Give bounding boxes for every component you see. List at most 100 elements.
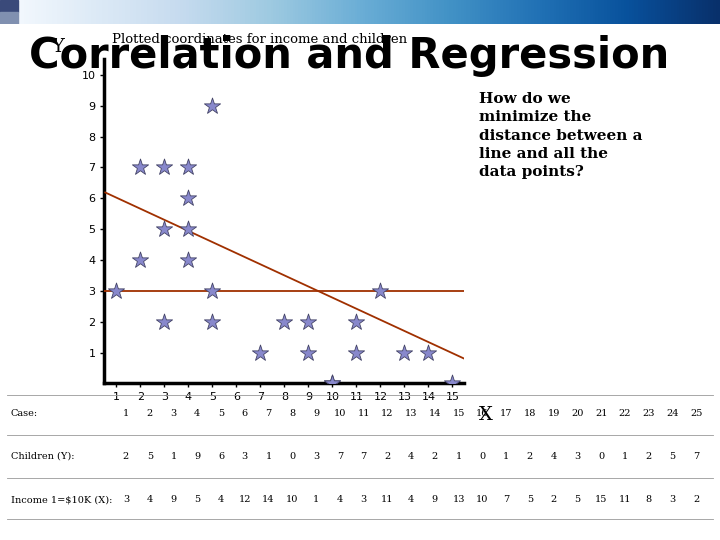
Text: 2: 2 (123, 452, 129, 461)
Text: 3: 3 (171, 409, 176, 417)
Text: 7: 7 (503, 495, 509, 504)
Point (302, 348, 314, 357)
Text: 4: 4 (218, 495, 224, 504)
Text: 11: 11 (357, 409, 370, 417)
Text: 2: 2 (432, 452, 438, 461)
Point (423, 348, 434, 357)
Text: 22: 22 (618, 409, 631, 417)
Text: 0: 0 (289, 452, 295, 461)
Text: Case:: Case: (11, 409, 38, 417)
Text: 2: 2 (384, 452, 390, 461)
Bar (0, 0, 18, 12)
Text: 2: 2 (527, 452, 533, 461)
Point (327, 379, 338, 388)
Text: 4: 4 (408, 495, 414, 504)
Text: 7: 7 (693, 452, 699, 461)
Point (183, 163, 194, 172)
Text: 4: 4 (337, 495, 343, 504)
Text: 2: 2 (693, 495, 699, 504)
Text: 3: 3 (313, 452, 319, 461)
Bar (0, 12, 18, 24)
Text: 15: 15 (452, 409, 465, 417)
Point (207, 287, 218, 295)
Text: 3: 3 (242, 452, 248, 461)
Text: 6: 6 (242, 409, 248, 417)
Point (255, 348, 266, 357)
Point (158, 318, 170, 326)
Text: 9: 9 (194, 452, 200, 461)
Text: Income 1=$10K (X):: Income 1=$10K (X): (11, 495, 112, 504)
Text: 8: 8 (289, 409, 295, 417)
Text: 9: 9 (171, 495, 176, 504)
Text: 9: 9 (313, 409, 319, 417)
Text: 6: 6 (218, 452, 224, 461)
Text: Plotted coordinates for income and children: Plotted coordinates for income and child… (112, 33, 407, 46)
Text: 3: 3 (670, 495, 675, 504)
Text: 1: 1 (123, 409, 129, 417)
Text: 0: 0 (480, 452, 485, 461)
Text: 5: 5 (218, 409, 224, 417)
Text: 10: 10 (286, 495, 299, 504)
Text: How do we
minimize the
distance between a
line and all the
data points?: How do we minimize the distance between … (479, 92, 642, 179)
Text: 21: 21 (595, 409, 608, 417)
Text: Children (Y):: Children (Y): (11, 452, 74, 461)
Point (111, 287, 122, 295)
Point (399, 348, 410, 357)
Text: 7: 7 (337, 452, 343, 461)
Text: 7: 7 (266, 409, 271, 417)
Text: 1: 1 (313, 495, 319, 504)
Text: X: X (479, 406, 492, 424)
Point (183, 194, 194, 202)
Text: 13: 13 (405, 409, 418, 417)
Text: 5: 5 (527, 495, 533, 504)
Text: 12: 12 (381, 409, 394, 417)
Text: 11: 11 (381, 495, 394, 504)
Text: 1: 1 (266, 452, 271, 461)
Point (158, 225, 170, 233)
Text: 17: 17 (500, 409, 513, 417)
Text: 3: 3 (575, 452, 580, 461)
Point (207, 102, 218, 110)
Text: 0: 0 (598, 452, 604, 461)
Text: 15: 15 (595, 495, 608, 504)
Text: 5: 5 (194, 495, 200, 504)
Text: 2: 2 (551, 495, 557, 504)
Point (158, 163, 170, 172)
Text: 1: 1 (622, 452, 628, 461)
Text: 8: 8 (646, 495, 652, 504)
Text: 14: 14 (428, 409, 441, 417)
Text: 5: 5 (670, 452, 675, 461)
Text: 3: 3 (361, 495, 366, 504)
Text: 4: 4 (408, 452, 414, 461)
Point (135, 255, 146, 264)
Text: 4: 4 (551, 452, 557, 461)
Point (374, 287, 386, 295)
Point (446, 379, 458, 388)
Text: 3: 3 (123, 495, 129, 504)
Text: 19: 19 (547, 409, 560, 417)
Point (183, 225, 194, 233)
Point (135, 163, 146, 172)
Text: 1: 1 (503, 452, 509, 461)
Text: 2: 2 (646, 452, 652, 461)
Text: 23: 23 (642, 409, 655, 417)
Text: 10: 10 (333, 409, 346, 417)
Text: 1: 1 (171, 452, 176, 461)
Text: 24: 24 (666, 409, 679, 417)
Point (207, 318, 218, 326)
Text: 14: 14 (262, 495, 275, 504)
Text: 4: 4 (147, 495, 153, 504)
Point (351, 318, 362, 326)
Text: 13: 13 (452, 495, 465, 504)
Text: 11: 11 (618, 495, 631, 504)
Text: 4: 4 (194, 409, 200, 417)
Text: 20: 20 (571, 409, 584, 417)
Text: 2: 2 (147, 409, 153, 417)
Point (327, 379, 338, 388)
Point (279, 318, 290, 326)
Text: 25: 25 (690, 409, 703, 417)
Text: Y: Y (51, 38, 64, 56)
Text: 5: 5 (575, 495, 580, 504)
Text: 12: 12 (238, 495, 251, 504)
Point (302, 318, 314, 326)
